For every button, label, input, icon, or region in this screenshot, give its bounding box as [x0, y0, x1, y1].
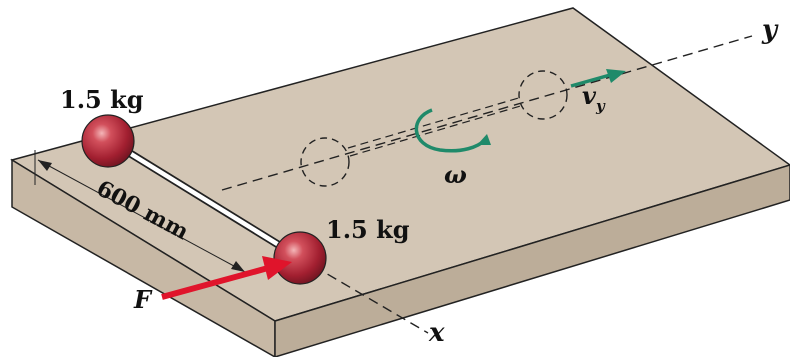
ghost-mass-right: [518, 70, 568, 120]
x-axis-label: x: [428, 318, 445, 348]
plate: [10, 7, 790, 357]
omega-arrow-icon: [414, 108, 491, 153]
omega-label: ω: [444, 160, 467, 189]
distance-dimension: [34, 150, 246, 273]
mass-bottom-label: 1.5 kg: [326, 215, 410, 244]
plate-right-face: [274, 164, 790, 357]
force-arrow-icon: [161, 256, 292, 300]
velocity-symbol: v: [582, 81, 597, 110]
velocity-label: vy: [582, 81, 606, 115]
ghost-mass-left: [300, 137, 350, 187]
mass-top-sphere: [81, 114, 135, 168]
ghost-rod-lower: [349, 104, 525, 157]
velocity-arrow-icon: [570, 69, 626, 88]
mass-top-label: 1.5 kg: [60, 85, 144, 114]
mass-bottom-sphere: [273, 231, 327, 285]
y-axis-line: [221, 35, 753, 191]
rod: [106, 137, 304, 262]
velocity-subscript: y: [595, 97, 606, 115]
force-label: F: [133, 285, 153, 314]
plate-front-face: [11, 158, 276, 357]
y-axis-label: y: [761, 15, 779, 45]
ghost-rod-upper: [347, 96, 523, 149]
